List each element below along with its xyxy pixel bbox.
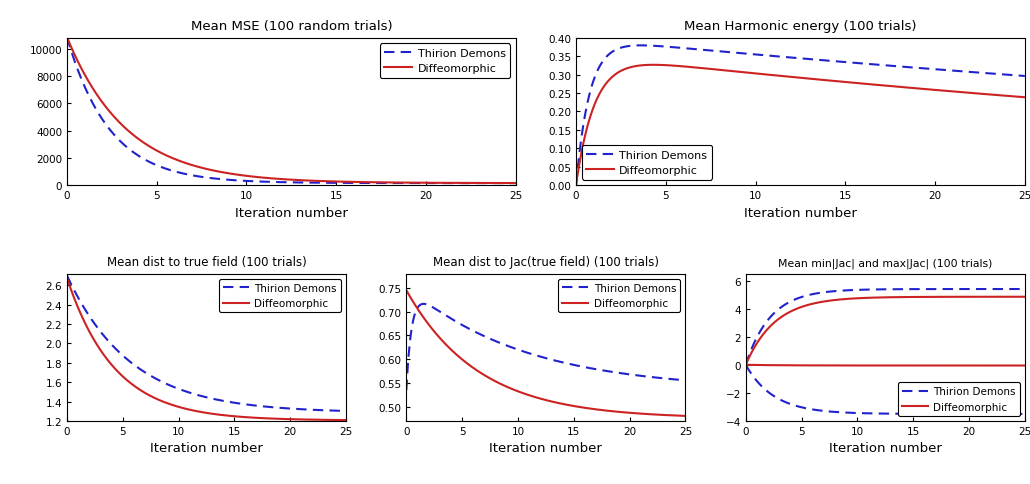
Title: Mean dist to Jac(true field) (100 trials): Mean dist to Jac(true field) (100 trials…: [433, 256, 659, 269]
X-axis label: Iteration number: Iteration number: [744, 206, 857, 219]
Title: Mean dist to true field (100 trials): Mean dist to true field (100 trials): [107, 256, 306, 269]
X-axis label: Iteration number: Iteration number: [150, 441, 263, 454]
Title: Mean min|Jac| and max|Jac| (100 trials): Mean min|Jac| and max|Jac| (100 trials): [778, 257, 993, 268]
Legend: Thirion Demons, Diffeomorphic: Thirion Demons, Diffeomorphic: [897, 382, 1020, 416]
Legend: Thirion Demons, Diffeomorphic: Thirion Demons, Diffeomorphic: [558, 279, 680, 313]
Legend: Thirion Demons, Diffeomorphic: Thirion Demons, Diffeomorphic: [380, 44, 510, 78]
Title: Mean MSE (100 random trials): Mean MSE (100 random trials): [191, 20, 392, 33]
Legend: Thirion Demons, Diffeomorphic: Thirion Demons, Diffeomorphic: [582, 146, 712, 180]
Title: Mean Harmonic energy (100 trials): Mean Harmonic energy (100 trials): [684, 20, 917, 33]
X-axis label: Iteration number: Iteration number: [235, 206, 348, 219]
X-axis label: Iteration number: Iteration number: [829, 441, 941, 454]
X-axis label: Iteration number: Iteration number: [489, 441, 603, 454]
Legend: Thirion Demons, Diffeomorphic: Thirion Demons, Diffeomorphic: [218, 279, 341, 313]
